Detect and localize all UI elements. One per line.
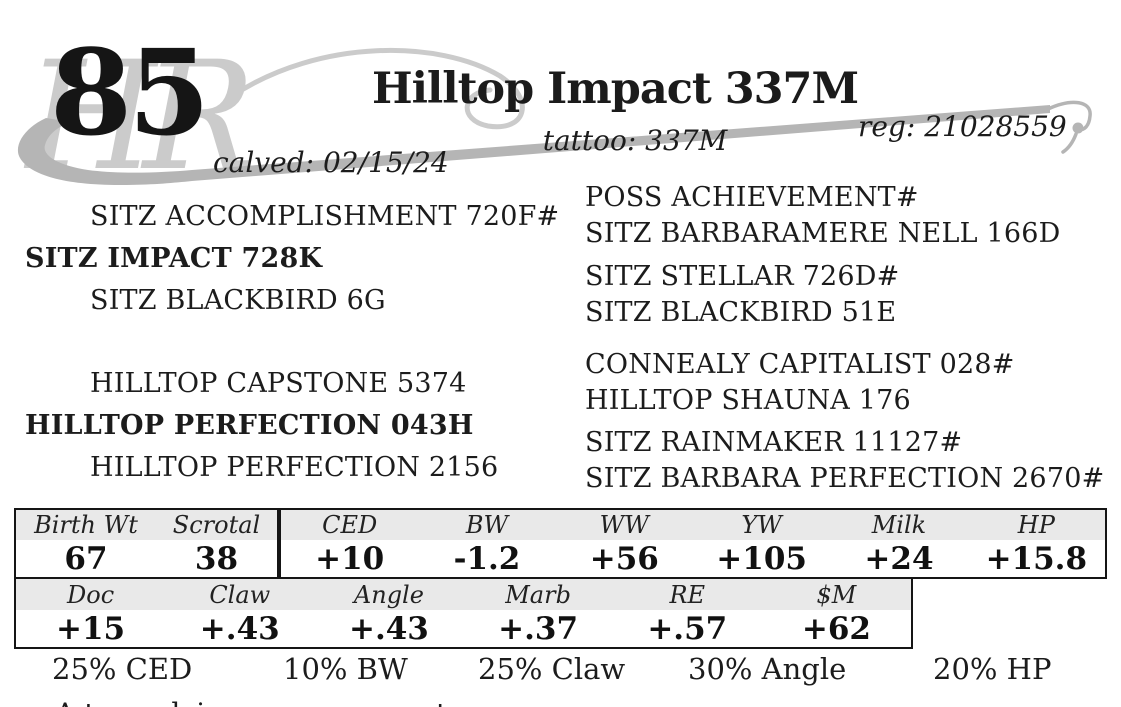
pedigree-ancestor: HILLTOP SHAUNA 176 [585, 385, 911, 416]
rank-item: 25% CED [52, 652, 193, 686]
column-header: BW [465, 511, 509, 539]
re-value: +.57 [647, 610, 728, 647]
pedigree-dam: HILLTOP PERFECTION 043H [25, 410, 474, 441]
column-header: YW [741, 511, 782, 539]
column-header: $M [816, 580, 857, 609]
tattoo-label: tattoo: 337M [542, 124, 728, 157]
pedigree-dam-of-dam: HILLTOP PERFECTION 2156 [90, 452, 499, 483]
pedigree-ancestor: SITZ STELLAR 726D# [585, 261, 900, 292]
pedigree-ancestor: SITZ BARBARA PERFECTION 2670# [585, 463, 1105, 494]
pedigree-sire-of-sire: SITZ ACCOMPLISHMENT 720F# [90, 201, 560, 232]
epd-table-row1: Birth Wt Scrotal 67 38 CED BW WW YW Milk… [14, 508, 1107, 579]
pedigree-ancestor: CONNEALY CAPITALIST 028# [585, 349, 1015, 380]
column-header: Milk [871, 511, 927, 539]
column-header: Angle [353, 580, 424, 609]
column-header: RE [669, 580, 706, 609]
ww-value: +56 [589, 540, 659, 577]
hp-value: +15.8 [985, 540, 1088, 577]
header-flourish-artwork: HR [17, 30, 1092, 204]
pedigree-ancestor: SITZ BARBARAMERE NELL 166D [585, 218, 1061, 249]
rank-item: 10% BW [283, 652, 408, 686]
rank-item: 30% Angle [688, 652, 847, 686]
yw-value: +105 [716, 540, 807, 577]
marb-value: +.37 [498, 610, 579, 647]
pedigree-sire-of-dam: HILLTOP CAPSTONE 5374 [90, 368, 467, 399]
bw-value: -1.2 [453, 540, 521, 577]
measurements-section: Birth Wt Scrotal 67 38 [16, 510, 277, 577]
pedigree-sire: SITZ IMPACT 728K [25, 243, 323, 274]
pedigree-ancestor: POSS ACHIEVEMENT# [585, 182, 919, 213]
milk-value: +24 [864, 540, 934, 577]
doc-value: +15 [56, 610, 126, 647]
rank-item: 20% HP [933, 652, 1052, 686]
column-header: Birth Wt [34, 511, 138, 539]
animal-name-title: Hilltop Impact 337M [371, 64, 859, 114]
calved-date: calved: 02/15/24 [213, 146, 449, 179]
column-header: Claw [209, 580, 271, 609]
pedigree-ancestor: SITZ RAINMAKER 11127# [585, 427, 963, 458]
column-header: CED [322, 511, 378, 539]
claw-value: +.43 [199, 610, 280, 647]
pedigree-dam-of-sire: SITZ BLACKBIRD 6G [90, 285, 386, 316]
dollar-m-value: +62 [801, 610, 871, 647]
angle-value: +.43 [348, 610, 429, 647]
column-header: WW [599, 511, 649, 539]
column-header: Marb [505, 580, 571, 609]
epd-section: CED BW WW YW Milk HP +10 -1.2 +56 +105 +… [277, 510, 1105, 577]
lot-number: 85 [50, 23, 210, 162]
pedigree-ancestor: SITZ BLACKBIRD 51E [585, 297, 897, 328]
column-header: HP [1017, 511, 1055, 539]
column-header: Doc [67, 580, 115, 609]
footnote-clipped-line: A top calving ease prospect [55, 697, 447, 707]
epd-table-row2: Doc Claw Angle Marb RE $M +15 +.43 +.43 … [14, 577, 913, 649]
registration-number: reg: 21028559 [858, 110, 1067, 143]
column-header: Scrotal [172, 511, 261, 539]
rank-item: 25% Claw [478, 652, 626, 686]
swoosh-rule-icon [17, 100, 1092, 185]
birth-weight-value: 67 [64, 540, 108, 577]
ced-value: +10 [315, 540, 385, 577]
scrotal-value: 38 [194, 540, 239, 577]
